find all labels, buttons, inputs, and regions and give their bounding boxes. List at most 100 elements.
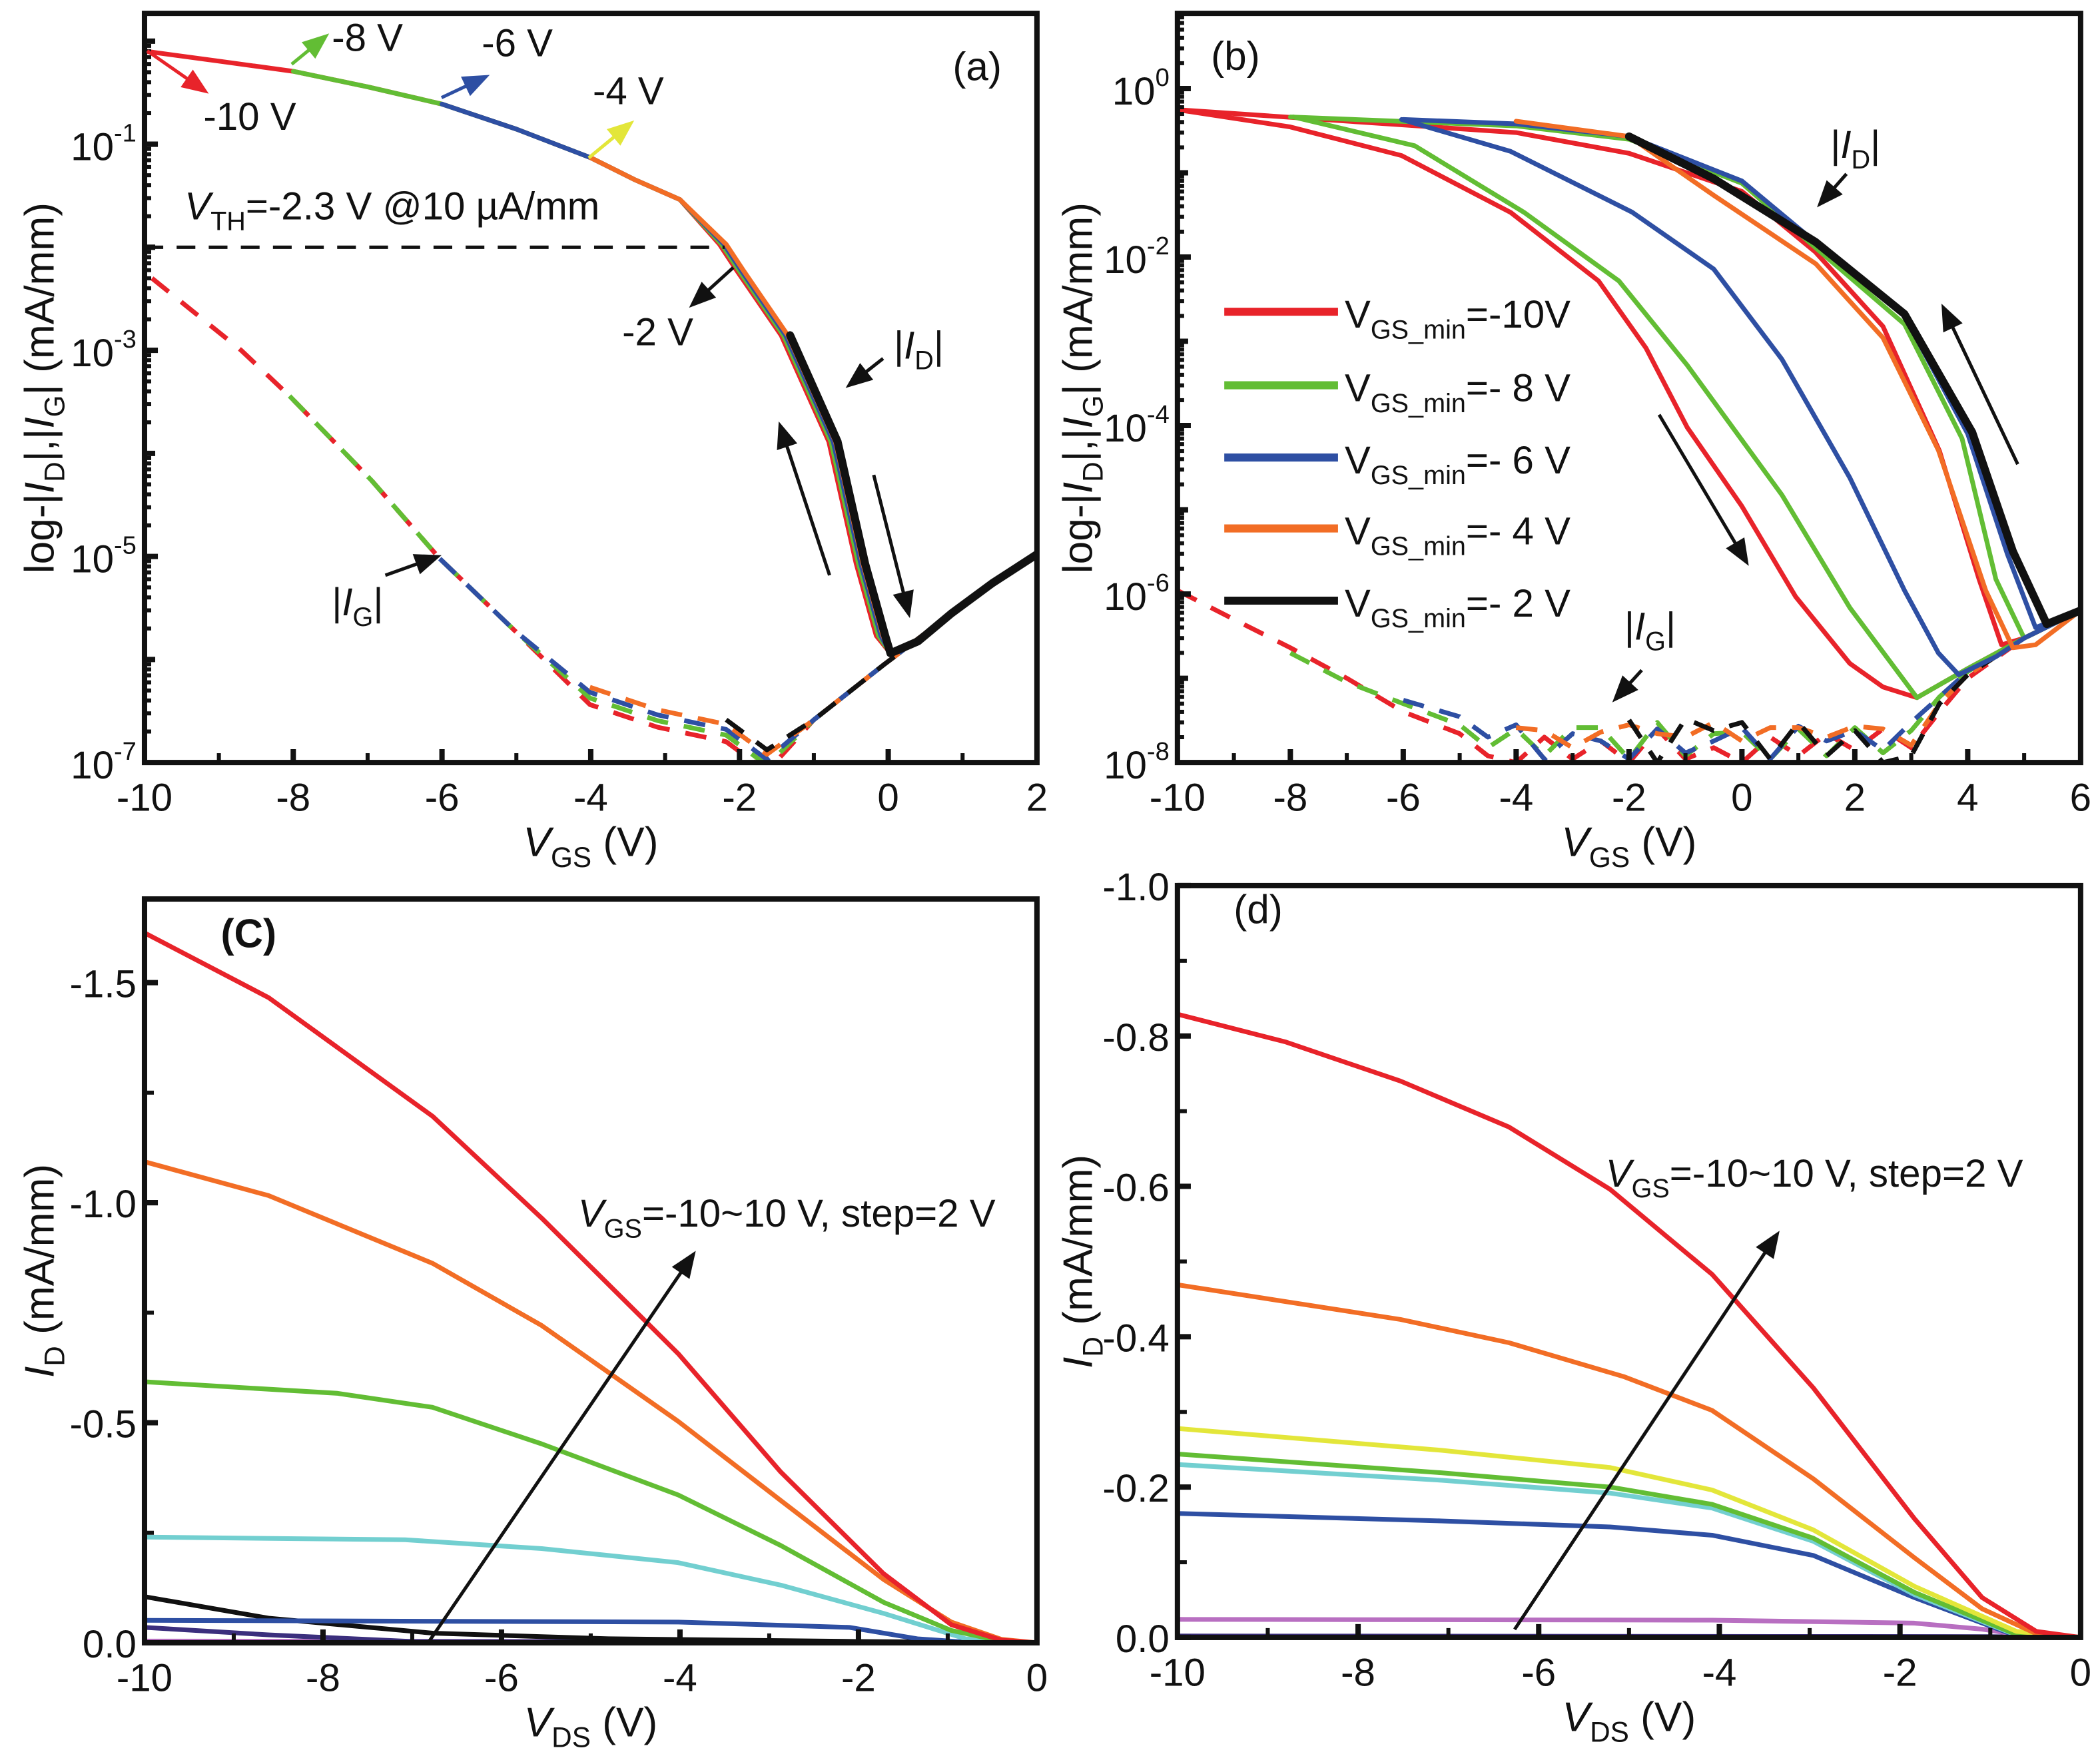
id-label: |ID| <box>894 324 944 375</box>
text-part: =- 2 V <box>1466 582 1571 625</box>
sweep-up-arrow-head <box>777 421 798 451</box>
id-series-line <box>786 331 1037 658</box>
text-part: D <box>1077 461 1108 482</box>
x-tick-label: -2 <box>1612 776 1646 819</box>
panel-label: (d) <box>1233 886 1283 932</box>
sweep-start-label: -4 V <box>593 70 664 113</box>
tick-exponent: -8 <box>1147 737 1170 766</box>
ig-label: |IG| <box>1624 605 1676 656</box>
text-part: I <box>1634 605 1645 648</box>
text-part: | <box>1830 123 1840 166</box>
sweep-down-arrow-head <box>1726 537 1749 566</box>
ig-series-line <box>589 552 1037 757</box>
x-axis-title: VGS (V) <box>1561 820 1696 873</box>
legend-label: VGS_min=- 6 V <box>1345 439 1571 490</box>
sweep-start-arrow-head <box>461 75 490 97</box>
text-part: =- 4 V <box>1466 510 1571 553</box>
y-tick-label: -0.2 <box>1102 1467 1169 1510</box>
panel-label: (C) <box>220 910 276 956</box>
text-part: =- 8 V <box>1466 367 1571 410</box>
vgs-sweep-label: VGS=-10~10 V, step=2 V <box>1606 1152 2023 1203</box>
x-tick-label: 0 <box>877 776 898 819</box>
text-part: | <box>373 581 383 624</box>
text-part: V <box>524 1700 555 1746</box>
text-part: (V) <box>591 820 658 866</box>
tick-exponent: -7 <box>114 737 137 766</box>
y-tick-label: -0.5 <box>70 1403 137 1446</box>
id-pointer-arrow-head <box>845 363 874 388</box>
vgs-increase-arrow-shaft <box>1513 1247 1770 1631</box>
plot-area <box>144 930 1037 1643</box>
tick-exponent: -5 <box>114 531 137 560</box>
ig-series-line <box>1289 608 2081 762</box>
text-part: | <box>1666 605 1676 648</box>
tick-base: 10 <box>71 332 114 375</box>
text-part: D <box>1077 1336 1108 1357</box>
text-part: | <box>894 324 904 367</box>
ig-pointer-arrow-head <box>412 554 442 575</box>
x-tick-label: -2 <box>722 776 757 819</box>
legend-item: VGS_min=- 6 V <box>1224 439 1571 490</box>
output-curve-line <box>1177 1012 2081 1637</box>
tick-exponent: -1 <box>114 119 137 148</box>
text-part: =-10V <box>1466 293 1571 336</box>
text-part: | (mA/mm) <box>17 202 63 395</box>
text-part: V <box>1345 510 1371 553</box>
text-part: D <box>914 346 934 375</box>
y-tick-label: -1.5 <box>70 963 137 1006</box>
text-part: |,| <box>17 429 63 462</box>
text-part: | (mA/mm) <box>1055 202 1101 395</box>
y-tick-label: 10-8 <box>1104 737 1170 787</box>
output-curve-line <box>1177 1452 2081 1637</box>
x-tick-label: -2 <box>841 1656 876 1699</box>
text-part: GS <box>1632 1174 1670 1203</box>
text-part: D <box>1852 145 1871 174</box>
tick-exponent: -6 <box>1147 569 1170 597</box>
text-part: I <box>1055 1357 1101 1368</box>
text-part: GS_min <box>1371 389 1466 418</box>
ig-series-line <box>1515 608 2081 750</box>
y-tick-label: 0.0 <box>1116 1617 1170 1661</box>
text-part: GS <box>1589 842 1630 873</box>
legend-item: VGS_min=-10V <box>1224 293 1571 344</box>
tick-base: 10 <box>71 538 114 581</box>
output-curve-line <box>1177 1426 2081 1637</box>
sweep-start-arrow-shaft <box>703 266 735 295</box>
x-tick-label: -6 <box>1521 1651 1556 1694</box>
x-tick-label: 2 <box>1844 776 1866 819</box>
text-part: =-10~10 V, step=2 V <box>642 1192 996 1235</box>
text-part: |,| <box>1055 429 1101 462</box>
text-part: V <box>1345 367 1371 410</box>
legend-label: VGS_min=-10V <box>1345 293 1571 344</box>
text-part: I <box>342 581 352 624</box>
y-tick-label: 100 <box>1112 63 1170 113</box>
text-part: =-2.3 V @10 µA/mm <box>246 184 599 228</box>
tick-base: 10 <box>1104 575 1147 619</box>
text-part: V <box>1345 293 1371 336</box>
x-tick-label: -4 <box>1702 1651 1737 1694</box>
text-part: GS <box>551 842 591 873</box>
text-part: GS_min <box>1371 532 1466 561</box>
x-tick-label: -2 <box>1883 1651 1918 1694</box>
text-part: I <box>17 417 63 428</box>
ig-label: |IG| <box>332 581 383 632</box>
text-part: V <box>578 1192 607 1235</box>
y-axis-title: log-|ID|,|IG| (mA/mm) <box>1055 202 1108 573</box>
text-part: I <box>17 482 63 493</box>
y-tick-label: -1.0 <box>70 1183 137 1226</box>
text-part: TH <box>210 207 246 236</box>
x-tick-label: -4 <box>1499 776 1533 819</box>
y-tick-label: -0.8 <box>1102 1016 1169 1059</box>
ig-series-line <box>438 552 1037 762</box>
id-down-sweep-line <box>1291 115 2081 701</box>
x-tick-label: -4 <box>573 776 608 819</box>
output-curve-line <box>1177 1282 2081 1637</box>
x-tick-label: -10 <box>1150 776 1206 819</box>
x-tick-label: -8 <box>306 1656 340 1699</box>
plot-area <box>1177 1012 2081 1637</box>
x-tick-label: -4 <box>663 1656 697 1699</box>
tick-base: 10 <box>1104 238 1147 282</box>
